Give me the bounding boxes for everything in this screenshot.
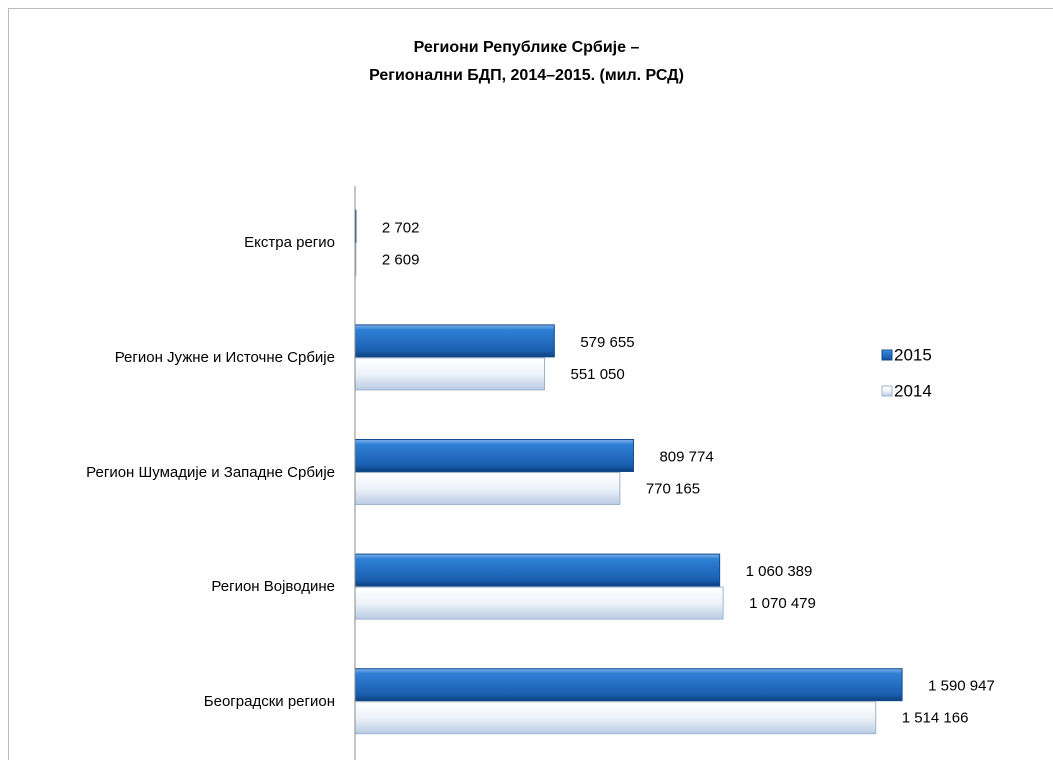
bar <box>354 439 634 472</box>
bar <box>354 586 724 620</box>
bar <box>354 553 721 587</box>
category-text: Београдски регион <box>203 692 335 710</box>
value-label: 2 702 <box>382 219 420 236</box>
bar <box>354 668 903 702</box>
value-label: 1 070 479 <box>749 595 816 612</box>
category-label: Екстра регио <box>244 213 335 273</box>
value-label: 1 514 166 <box>902 710 969 727</box>
category-label: Регион Шумадије и Западне Србије <box>86 443 335 503</box>
bar <box>354 472 621 505</box>
chart-title: Региони Републике Србије – Регионални БД… <box>369 39 684 84</box>
bar <box>354 357 545 391</box>
legend-label: 2014 <box>894 381 932 400</box>
category-label: Београдски регион <box>204 672 335 732</box>
legend-swatch <box>881 349 893 361</box>
chart-border <box>8 8 1053 760</box>
category-text: Регион Шумадије и Западне Србије <box>86 463 335 481</box>
category-text: Регион Војводине <box>211 578 335 596</box>
value-label: 2 609 <box>382 251 420 268</box>
value-label: 1 590 947 <box>928 678 995 695</box>
value-label: 1 060 389 <box>746 563 813 580</box>
category-label: Регион Јужне и Источне Србије <box>115 328 335 388</box>
legend-swatch <box>881 385 893 397</box>
category-text: Регион Јужне и Источне Србије <box>114 348 335 366</box>
value-label: 551 050 <box>571 366 625 383</box>
value-label: 809 774 <box>659 448 713 465</box>
bar <box>354 324 555 358</box>
value-label: 770 165 <box>646 480 700 497</box>
category-label: Регион Војводине <box>211 557 335 617</box>
bar <box>354 701 877 735</box>
category-text: Екстра регио <box>244 234 335 252</box>
legend-label: 2015 <box>894 345 932 364</box>
value-label: 579 655 <box>580 334 634 351</box>
